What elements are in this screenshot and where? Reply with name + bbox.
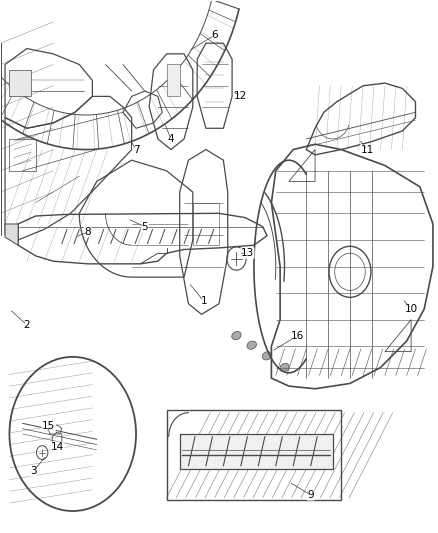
Polygon shape [10, 70, 31, 96]
Ellipse shape [280, 364, 289, 372]
Text: 12: 12 [234, 91, 247, 101]
Text: 14: 14 [51, 442, 64, 452]
Text: 11: 11 [361, 144, 374, 155]
Text: 4: 4 [168, 134, 174, 144]
Ellipse shape [247, 341, 257, 349]
Circle shape [224, 444, 240, 463]
Polygon shape [180, 434, 332, 469]
Text: 3: 3 [30, 466, 37, 476]
Text: 1: 1 [201, 296, 207, 306]
Ellipse shape [262, 352, 272, 360]
Text: 16: 16 [291, 330, 304, 341]
Text: 8: 8 [85, 227, 92, 237]
Polygon shape [166, 64, 180, 96]
Text: 10: 10 [405, 304, 418, 314]
Text: 15: 15 [42, 421, 55, 431]
Text: 7: 7 [133, 144, 139, 155]
Ellipse shape [232, 332, 241, 340]
Text: 13: 13 [241, 248, 254, 258]
Text: 5: 5 [141, 222, 148, 232]
Text: 2: 2 [24, 320, 30, 330]
Text: 9: 9 [307, 490, 314, 500]
Polygon shape [5, 224, 18, 245]
Text: 6: 6 [211, 30, 218, 41]
